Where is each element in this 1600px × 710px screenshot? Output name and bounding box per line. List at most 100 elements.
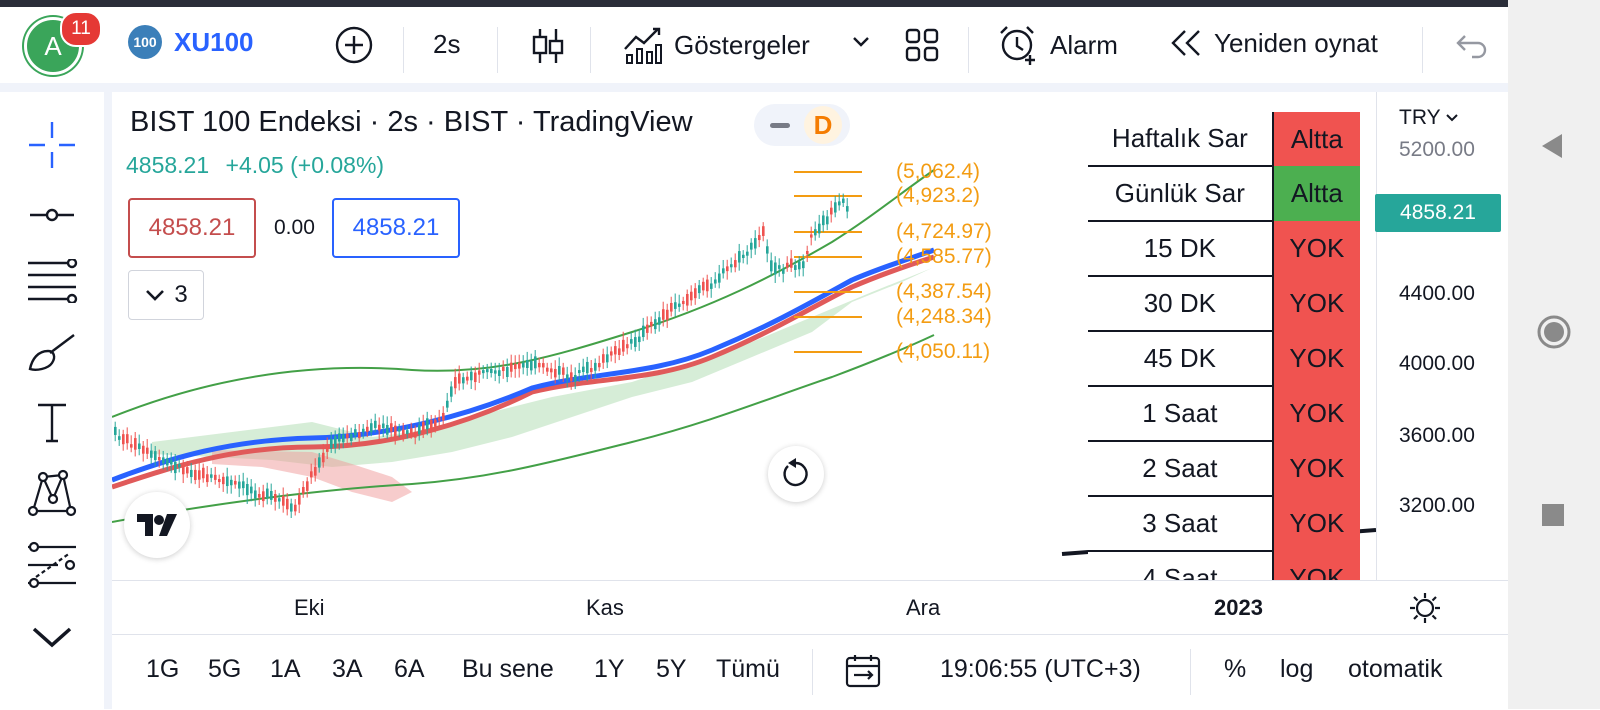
indicators-button[interactable]: Göstergeler	[622, 25, 810, 65]
candle-body	[406, 430, 409, 434]
range-6a[interactable]: 6A	[394, 655, 425, 683]
buy-button[interactable]: 4858.21	[332, 198, 460, 258]
chart-type-button[interactable]	[530, 25, 566, 67]
interval-button[interactable]: 2s	[433, 29, 460, 60]
candle-body	[498, 370, 501, 376]
tradingview-logo[interactable]	[124, 492, 190, 558]
candle-body	[690, 291, 693, 301]
percent-scale-button[interactable]: %	[1224, 655, 1247, 683]
range-1g[interactable]: 1G	[146, 655, 180, 683]
notification-badge[interactable]: 11	[60, 11, 102, 47]
recents-nav-button[interactable]	[1540, 502, 1566, 533]
status-row: 3 Saat YOK	[1088, 496, 1360, 552]
candle-body	[318, 457, 321, 468]
candle-body	[786, 262, 789, 268]
range-3a[interactable]: 3A	[332, 655, 363, 683]
brush-icon	[28, 334, 75, 371]
candle-body	[694, 288, 697, 299]
date-range-button[interactable]	[844, 653, 882, 694]
log-scale-button[interactable]: log	[1280, 655, 1314, 683]
candle-body	[250, 486, 253, 494]
replay-button[interactable]: Yeniden oynat	[1168, 27, 1378, 59]
indicators-dropdown[interactable]	[850, 33, 872, 49]
range-5g[interactable]: 5G	[208, 655, 242, 683]
spread-value: 0.00	[274, 216, 315, 239]
range-all[interactable]: Tümü	[716, 655, 780, 683]
top-toolbar: A 11 100 XU100 2s Göstergeler Alarm Yeni…	[0, 7, 1508, 83]
candle-body	[566, 374, 569, 380]
sun-icon	[1410, 593, 1440, 623]
symbol-search[interactable]: 100 XU100	[128, 25, 254, 59]
candle-body	[470, 371, 473, 381]
status-value: YOK	[1271, 386, 1360, 441]
status-label: 30 DK	[1088, 276, 1273, 332]
candle-body	[822, 215, 825, 226]
candle-body	[598, 363, 601, 368]
candle-body	[846, 206, 849, 212]
pattern-tool[interactable]	[20, 468, 84, 518]
home-nav-button[interactable]	[1536, 314, 1572, 355]
candle-body	[746, 251, 749, 256]
status-value: YOK	[1271, 221, 1360, 276]
candle-body	[522, 362, 525, 368]
fib-tool[interactable]	[20, 256, 84, 306]
clock-timezone[interactable]: 19:06:55 (UTC+3)	[940, 655, 1141, 683]
candle-body	[438, 417, 441, 421]
candle-body	[810, 234, 813, 238]
status-label: Haftalık Sar	[1088, 112, 1273, 167]
undo-button[interactable]	[1454, 31, 1488, 59]
candle-body	[426, 418, 429, 430]
status-label: 15 DK	[1088, 221, 1273, 277]
candle-body	[654, 319, 657, 330]
candle-body	[670, 302, 673, 312]
candle-body	[514, 363, 517, 370]
mode-toggle[interactable]: D	[754, 104, 850, 146]
candle-body	[614, 346, 617, 355]
candle-body	[382, 423, 385, 429]
range-ytd[interactable]: Bu sene	[462, 655, 554, 683]
brush-tool[interactable]	[20, 328, 84, 378]
reset-chart-button[interactable]	[768, 446, 824, 502]
crosshair-icon	[29, 122, 75, 168]
candle-body	[758, 235, 761, 241]
candle-body	[578, 370, 581, 374]
fib-label-1: (5,062.4)	[896, 160, 981, 183]
bottom-toolbar: 1G 5G 1A 3A 6A Bu sene 1Y 5Y Tümü 19:06:…	[112, 634, 1508, 710]
alarm-button[interactable]: Alarm	[996, 23, 1118, 67]
status-value: YOK	[1271, 441, 1360, 496]
candle-body	[466, 376, 469, 381]
sell-button[interactable]: 4858.21	[128, 198, 256, 258]
fib-lines-icon	[28, 259, 78, 303]
range-5y[interactable]: 5Y	[656, 655, 687, 683]
time-axis[interactable]: Eki Kas Ara 2023	[112, 580, 1508, 635]
compare-button[interactable]	[334, 25, 374, 65]
last-price: 4858.21	[126, 152, 210, 178]
price-tick-5: 3200.00	[1399, 494, 1475, 517]
more-tools-button[interactable]	[20, 612, 84, 662]
price-axis[interactable]: TRY 5200.00 4858.21 4400.00 4000.00 3600…	[1375, 92, 1509, 580]
back-nav-button[interactable]	[1538, 132, 1566, 165]
candle-body	[570, 372, 573, 382]
sell-price: 4858.21	[148, 214, 236, 241]
text-tool[interactable]	[20, 398, 84, 448]
fib-label-2: (4,923.2)	[896, 184, 981, 207]
crosshair-tool[interactable]	[20, 120, 84, 170]
chart-settings-button[interactable]	[1408, 591, 1442, 630]
plus-circle-icon	[335, 26, 373, 64]
candle-body	[718, 273, 721, 283]
text-icon	[38, 403, 66, 443]
candle-body	[814, 229, 817, 236]
prediction-tool[interactable]	[20, 540, 84, 590]
candle-body	[738, 251, 741, 263]
range-1a[interactable]: 1A	[270, 655, 301, 683]
line-tool[interactable]	[20, 190, 84, 240]
mode-letter: D	[804, 106, 842, 144]
currency-selector[interactable]: TRY	[1399, 106, 1459, 130]
layouts-button[interactable]	[904, 27, 940, 63]
price-tick-1: 5200.00	[1399, 138, 1475, 161]
auto-scale-button[interactable]: otomatik	[1348, 655, 1443, 683]
candle-body	[298, 494, 301, 505]
range-1y[interactable]: 1Y	[594, 655, 625, 683]
candle-body	[574, 374, 577, 382]
collapse-indicators-button[interactable]: 3	[128, 270, 204, 320]
